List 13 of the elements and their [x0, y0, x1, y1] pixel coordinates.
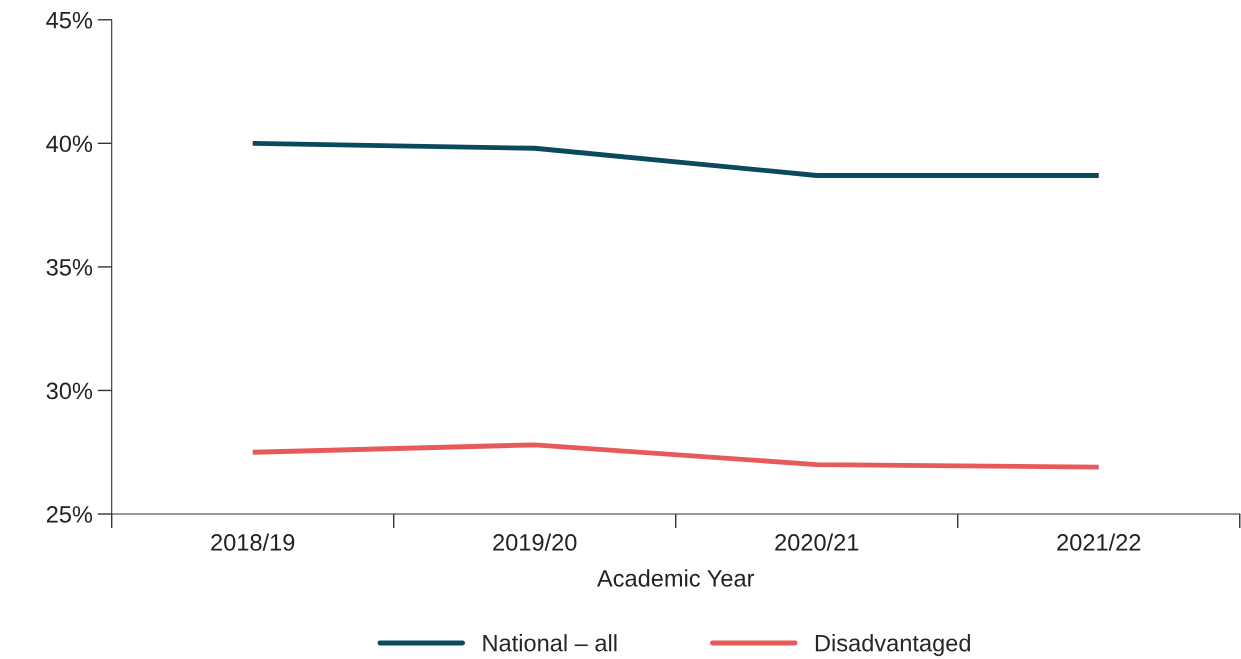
y-tick-label: 35% [46, 258, 93, 276]
x-tick-label: 2020/21 [775, 533, 859, 551]
y-tick-label: 30% [46, 382, 93, 400]
y-tick-label: 45% [46, 11, 93, 29]
y-tick-label: 40% [46, 135, 93, 153]
y-tick-label: 25% [46, 506, 93, 523]
x-tick-label: 2021/22 [1057, 533, 1141, 551]
legend-label: Disadvantaged [815, 634, 970, 657]
line-series [250, 442, 1102, 470]
legend-label: National – all [483, 634, 617, 652]
x-tick-label: 2019/20 [493, 533, 577, 551]
x-axis-title: Academic Year [597, 569, 755, 587]
x-tick-label: 2018/19 [211, 533, 295, 551]
